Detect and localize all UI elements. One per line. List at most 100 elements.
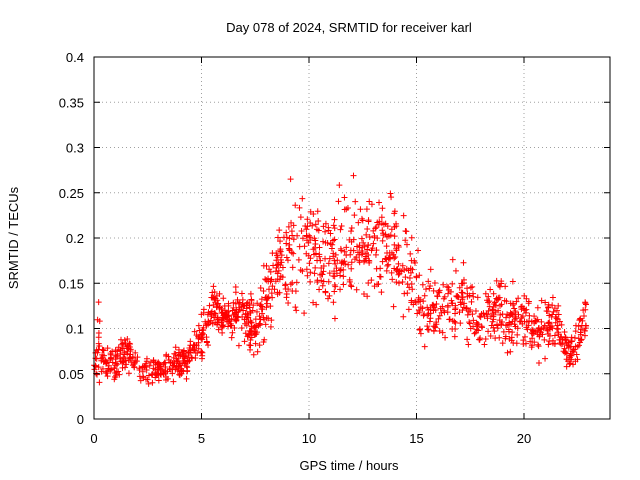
- data-point: [294, 232, 301, 239]
- data-point: [229, 329, 236, 336]
- data-point: [260, 288, 267, 295]
- data-point: [419, 305, 426, 312]
- data-point: [335, 198, 342, 205]
- data-point: [355, 219, 362, 226]
- data-point: [260, 262, 267, 269]
- data-point: [265, 294, 272, 301]
- data-point: [534, 341, 541, 348]
- data-point: [257, 302, 264, 309]
- data-point: [153, 370, 160, 377]
- data-point: [346, 276, 353, 283]
- data-point: [542, 299, 549, 306]
- data-point: [395, 260, 402, 267]
- y-tick-label: 0: [77, 412, 84, 427]
- data-point: [171, 350, 178, 357]
- data-point: [257, 285, 264, 292]
- data-point: [408, 281, 415, 288]
- data-point: [499, 340, 506, 347]
- data-point: [229, 307, 236, 314]
- data-point: [529, 335, 536, 342]
- data-point: [248, 328, 255, 335]
- data-point: [537, 329, 544, 336]
- data-point: [258, 296, 265, 303]
- data-point: [395, 242, 402, 249]
- data-point: [433, 300, 440, 307]
- data-point: [396, 270, 403, 277]
- data-point: [103, 360, 110, 367]
- data-point: [256, 342, 263, 349]
- data-point: [347, 282, 354, 289]
- data-point: [519, 313, 526, 320]
- data-point: [554, 322, 561, 329]
- data-point: [247, 290, 254, 297]
- data-point: [311, 270, 318, 277]
- data-point: [244, 299, 251, 306]
- data-point: [550, 308, 557, 315]
- data-point: [526, 312, 533, 319]
- data-point: [132, 357, 139, 364]
- data-point: [465, 341, 472, 348]
- data-point: [319, 282, 326, 289]
- data-point: [360, 239, 367, 246]
- data-point: [445, 284, 452, 291]
- data-point: [232, 300, 239, 307]
- data-point: [331, 216, 338, 223]
- data-point: [310, 211, 317, 218]
- data-point: [535, 343, 542, 350]
- data-point: [105, 365, 112, 372]
- data-point: [403, 241, 410, 248]
- x-tick-label: 20: [517, 431, 531, 446]
- data-point: [91, 366, 98, 373]
- data-point: [124, 350, 131, 357]
- data-point: [267, 278, 274, 285]
- data-point: [365, 279, 372, 286]
- data-point: [332, 283, 339, 290]
- data-point: [96, 379, 103, 386]
- data-point: [247, 328, 254, 335]
- data-point: [576, 339, 583, 346]
- data-point: [338, 223, 345, 230]
- data-point: [466, 292, 473, 299]
- data-point: [546, 332, 553, 339]
- data-point: [350, 247, 357, 254]
- data-point: [357, 206, 364, 213]
- data-point: [140, 373, 147, 380]
- data-point: [352, 198, 359, 205]
- data-point: [375, 281, 382, 288]
- x-tick-labels: 0 5 10 15 20: [90, 431, 531, 446]
- data-point: [269, 283, 276, 290]
- data-point: [175, 363, 182, 370]
- data-point: [521, 307, 528, 314]
- data-point: [538, 318, 545, 325]
- data-point: [393, 247, 400, 254]
- data-point: [457, 299, 464, 306]
- data-point: [368, 277, 375, 284]
- data-point: [446, 316, 453, 323]
- data-point: [365, 242, 372, 249]
- data-point: [426, 285, 433, 292]
- data-point: [232, 289, 239, 296]
- data-point: [582, 325, 589, 332]
- data-point: [218, 324, 225, 331]
- axis-ticks: [93, 56, 610, 420]
- data-point: [203, 339, 210, 346]
- data-point: [429, 302, 436, 309]
- data-point: [296, 204, 303, 211]
- data-point: [331, 225, 338, 232]
- data-point: [376, 273, 383, 280]
- data-point: [285, 223, 292, 230]
- data-point: [122, 357, 129, 364]
- data-point: [458, 280, 465, 287]
- data-point: [577, 331, 584, 338]
- data-point: [545, 320, 552, 327]
- data-point: [269, 294, 276, 301]
- data-point: [370, 240, 377, 247]
- data-point: [414, 310, 421, 317]
- data-point: [578, 336, 585, 343]
- data-point: [504, 349, 511, 356]
- data-point: [311, 244, 318, 251]
- y-tick-label: 0.35: [59, 95, 84, 110]
- data-point: [165, 356, 172, 363]
- data-point: [485, 299, 492, 306]
- data-point: [569, 348, 576, 355]
